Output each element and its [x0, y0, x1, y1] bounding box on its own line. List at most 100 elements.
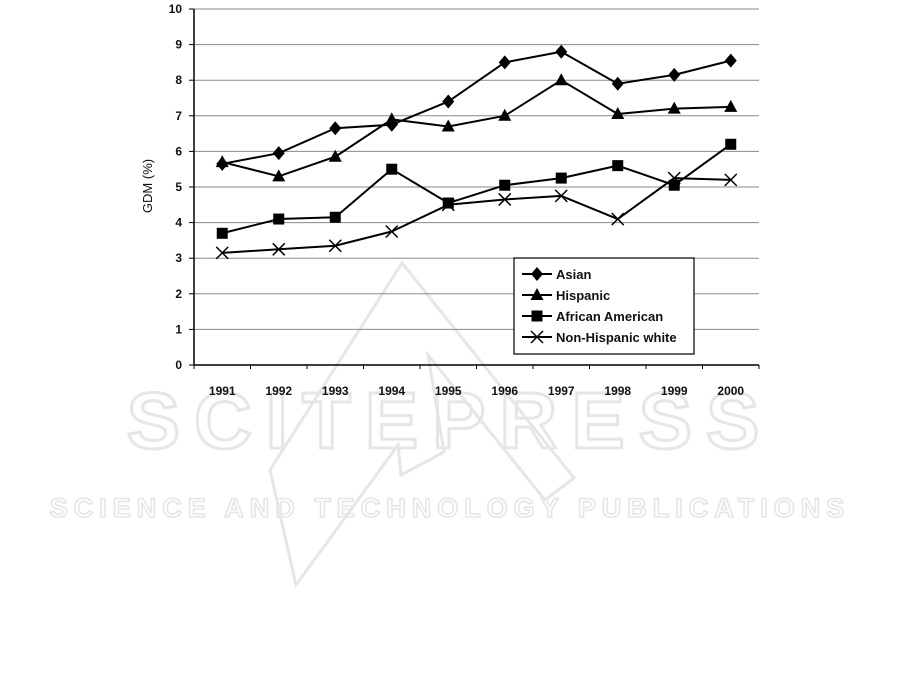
x-tick-label: 1998 [604, 384, 631, 398]
legend-item-african-american: African American [522, 309, 663, 324]
y-tick-label: 2 [175, 287, 182, 301]
series-african-american [216, 138, 737, 239]
data-point-african-american [216, 227, 228, 239]
x-tick-label: 1995 [435, 384, 462, 398]
x-marker-stroke [441, 198, 455, 212]
data-point-non-hispanic-white [611, 212, 625, 226]
series-hispanic [215, 73, 738, 182]
data-point-hispanic [611, 107, 625, 120]
series-line-asian [222, 50, 731, 165]
data-point-asian [272, 146, 285, 161]
legend-swatch-marker [530, 288, 544, 300]
data-point-non-hispanic-white [215, 246, 229, 260]
data-point-hispanic [385, 112, 399, 125]
series-line-hispanic [222, 79, 731, 178]
data-point-african-american [612, 160, 624, 172]
y-tick-label: 1 [175, 322, 182, 336]
x-tick-label: 1994 [378, 384, 405, 398]
x-tick-label: 1996 [491, 384, 518, 398]
data-point-african-american [668, 179, 680, 191]
watermark-emblem [268, 260, 577, 589]
y-tick-labels: 0 1 2 3 4 5 6 7 8 9 10 [169, 2, 183, 372]
x-marker-stroke [328, 239, 342, 253]
data-point-asian [668, 67, 681, 82]
x-marker-stroke [385, 224, 399, 239]
x-marker-stroke [272, 242, 286, 256]
x-tick-label: 1991 [209, 384, 236, 398]
watermark-title: SCITEPRESS [127, 376, 774, 465]
x-tick-labels: 1991 1992 1993 1994 1995 1996 1997 1998 1999 2000 [193, 365, 760, 398]
watermark-subtitle: SCIENCE AND TECHNOLOGY PUBLICATIONS [50, 493, 851, 523]
series-asian [216, 44, 737, 171]
x-tick-label: 1993 [322, 384, 349, 398]
legend-swatch-marker [530, 330, 544, 344]
data-point-non-hispanic-white [667, 171, 681, 185]
legend-label: Hispanic [556, 288, 610, 303]
data-point-non-hispanic-white [724, 173, 738, 187]
data-point-hispanic [498, 108, 512, 121]
y-axis-title: GDM (%) [140, 159, 155, 213]
data-point-hispanic [441, 119, 455, 132]
data-point-african-american [442, 197, 454, 209]
data-point-hispanic [215, 155, 229, 168]
x-marker-stroke [667, 171, 681, 185]
legend-label: African American [556, 309, 663, 324]
y-tick-label: 0 [175, 358, 182, 372]
y-tick-label: 5 [175, 180, 182, 194]
data-point-hispanic [724, 99, 738, 112]
data-point-hispanic [328, 149, 342, 162]
x-marker-stroke [215, 246, 229, 260]
x-tick-label: 2000 [717, 384, 744, 398]
data-point-hispanic [554, 73, 568, 86]
data-point-african-american [329, 211, 341, 223]
data-point-non-hispanic-white [272, 242, 286, 256]
data-point-non-hispanic-white [498, 192, 512, 206]
data-point-hispanic [667, 101, 681, 114]
x-marker-stroke [554, 189, 568, 203]
y-tick-label: 6 [175, 144, 182, 158]
data-point-african-american [555, 172, 567, 184]
legend-label: Non-Hispanic white [556, 330, 677, 345]
y-tick-label: 4 [175, 216, 182, 230]
data-series [215, 44, 738, 260]
x-tick-label: 1997 [548, 384, 575, 398]
gridlines [189, 8, 759, 366]
watermark: SCITEPRESS SCIENCE AND TECHNOLOGY PUBLIC… [49, 260, 851, 589]
x-marker-stroke [498, 192, 512, 206]
data-point-asian [442, 94, 455, 109]
legend-swatch-marker [531, 267, 543, 281]
data-point-asian [611, 76, 624, 91]
data-point-asian [724, 53, 737, 68]
legend-item-hispanic: Hispanic [522, 288, 610, 303]
y-tick-label: 8 [175, 73, 182, 87]
x-marker-stroke [611, 212, 625, 226]
legend-swatch-marker [531, 310, 543, 322]
data-point-non-hispanic-white [554, 189, 568, 203]
y-tick-label: 9 [175, 38, 182, 52]
series-line-african-american [222, 143, 732, 235]
x-tick-label: 1992 [265, 384, 292, 398]
data-point-african-american [273, 213, 285, 225]
legend: Asian Hispanic African American Non-Hispani… [513, 257, 695, 355]
data-point-non-hispanic-white [385, 224, 399, 239]
data-point-african-american [386, 163, 398, 175]
series-non-hispanic-white [215, 171, 738, 260]
data-point-hispanic [272, 169, 286, 182]
legend-item-non-hispanic-white: Non-Hispanic white [522, 330, 677, 345]
data-point-asian [329, 121, 342, 136]
data-point-african-american [725, 138, 737, 150]
y-tick-label: 7 [175, 109, 182, 123]
data-point-african-american [499, 179, 511, 191]
x-tick-label: 1999 [661, 384, 688, 398]
legend-label: Asian [556, 267, 591, 282]
x-marker-stroke [724, 173, 738, 187]
series-line-non-hispanic-white [222, 177, 731, 254]
data-point-asian [555, 44, 568, 59]
data-point-non-hispanic-white [441, 198, 455, 212]
data-point-non-hispanic-white [328, 239, 342, 253]
y-tick-label: 10 [169, 2, 183, 16]
data-point-asian [498, 55, 511, 70]
legend-item-asian: Asian [522, 267, 591, 282]
y-tick-label: 3 [175, 251, 182, 265]
